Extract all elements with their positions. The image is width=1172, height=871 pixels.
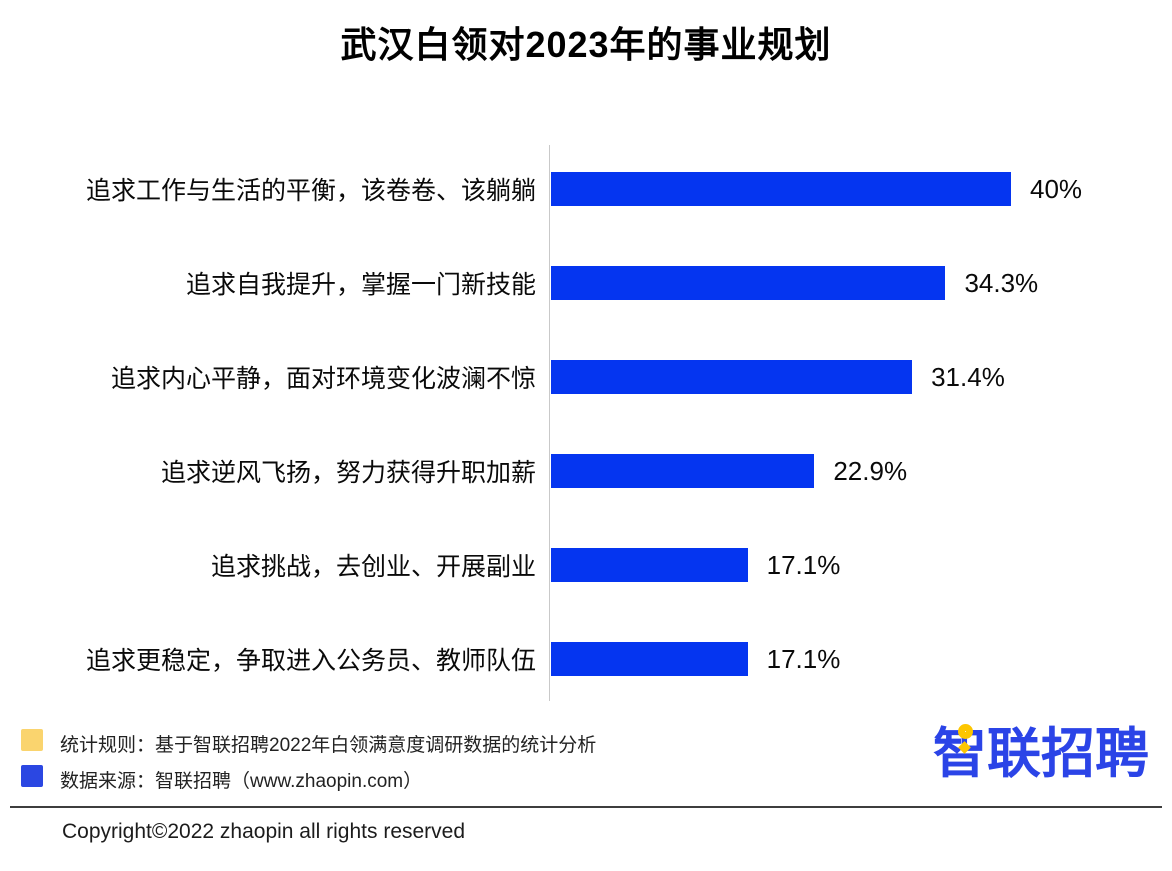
bar <box>551 172 1011 206</box>
bar <box>551 642 748 676</box>
copyright-text: Copyright©2022 zhaopin all rights reserv… <box>62 820 466 843</box>
bar <box>551 548 748 582</box>
yellow-swatch-icon <box>21 729 43 751</box>
bar <box>551 266 946 300</box>
category-label: 追求逆风飞扬，努力获得升职加薪 <box>160 459 536 487</box>
value-label: 34.3% <box>964 267 1039 298</box>
value-label: 40% <box>1030 173 1083 204</box>
bar-area: 34.3% <box>551 266 1038 300</box>
value-label: 17.1% <box>766 643 841 674</box>
bar-area: 17.1% <box>551 548 840 582</box>
value-label: 22.9% <box>833 455 908 486</box>
chart-row: 追求自我提升，掌握一门新技能 34.3% <box>0 236 1172 330</box>
note-text: 数据来源：智联招聘（www.zhaopin.com） <box>60 771 423 792</box>
category-label: 追求自我提升，掌握一门新技能 <box>185 271 536 299</box>
chart-row: 追求逆风飞扬，努力获得升职加薪 22.9% <box>0 424 1172 518</box>
bar-area: 31.4% <box>551 360 1005 394</box>
y-axis-line <box>549 145 550 701</box>
legend-note-statistics: 统计规则：基于智联招聘2022年白领满意度调研数据的统计分析 <box>0 729 900 756</box>
blue-swatch-icon <box>21 765 43 787</box>
bar <box>551 360 913 394</box>
value-label: 17.1% <box>766 549 841 580</box>
chart-row: 追求挑战，去创业、开展副业 17.1% <box>0 518 1172 612</box>
footer-divider <box>10 806 1162 808</box>
zhaopin-logo: 智联招聘 <box>933 722 1149 787</box>
chart-row: 追求内心平静，面对环境变化波澜不惊 31.4% <box>0 330 1172 424</box>
category-label: 追求内心平静，面对环境变化波澜不惊 <box>110 365 536 393</box>
chart-row: 追求更稳定，争取进入公务员、教师队伍 17.1% <box>0 612 1172 706</box>
bar <box>551 454 815 488</box>
chart-row: 追求工作与生活的平衡，该卷卷、该躺躺 40% <box>0 142 1172 236</box>
category-label: 追求工作与生活的平衡，该卷卷、该躺躺 <box>85 177 536 205</box>
value-label: 31.4% <box>931 361 1005 392</box>
bar-area: 17.1% <box>551 642 840 676</box>
legend-note-source: 数据来源：智联招聘（www.zhaopin.com） <box>0 765 900 792</box>
category-label: 追求挑战，去创业、开展副业 <box>210 553 536 581</box>
note-text: 统计规则：基于智联招聘2022年白领满意度调研数据的统计分析 <box>60 735 597 756</box>
location-pin-icon <box>958 724 973 739</box>
bar-area: 22.9% <box>551 454 907 488</box>
chart-rows: 追求工作与生活的平衡，该卷卷、该躺躺 40% 追求自我提升，掌握一门新技能 34.3%… <box>0 142 1172 706</box>
category-label: 追求更稳定，争取进入公务员、教师队伍 <box>85 647 536 675</box>
chart-title: 武汉白领对2023年的事业规划 <box>340 24 832 65</box>
bar-area: 40% <box>551 172 1082 206</box>
